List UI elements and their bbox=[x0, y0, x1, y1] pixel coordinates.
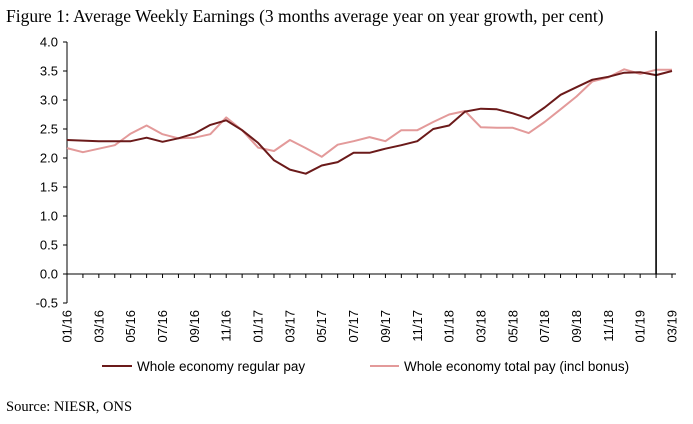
figure-title: Figure 1: Average Weekly Earnings (3 mon… bbox=[6, 6, 604, 26]
x-tick-label: 07/16 bbox=[155, 310, 170, 343]
x-tick-label: 01/18 bbox=[442, 310, 457, 343]
y-tick-label: 3.0 bbox=[40, 93, 58, 108]
y-tick-label: 4.0 bbox=[40, 35, 58, 50]
y-tick-label: 2.0 bbox=[40, 151, 58, 166]
x-tick-label: 01/16 bbox=[60, 310, 75, 343]
chart-series bbox=[66, 68, 673, 175]
x-tick-label: 09/16 bbox=[187, 310, 202, 343]
x-tick-label: 11/18 bbox=[601, 310, 616, 342]
y-axis-ticks: 4.0 3.5 3.0 2.5 2.0 1.5 1.0 0.5 0.0 -0.5 bbox=[36, 35, 67, 311]
x-tick-label: 09/18 bbox=[569, 310, 584, 343]
x-tick-label: 03/19 bbox=[665, 310, 680, 343]
y-tick-label: 2.5 bbox=[40, 122, 58, 137]
y-tick-label: 0.0 bbox=[40, 267, 58, 282]
x-tick-label: 05/17 bbox=[314, 310, 329, 343]
series-line-regular-pay bbox=[66, 70, 673, 175]
x-tick-label: 05/16 bbox=[123, 310, 138, 343]
x-tick-label: 07/18 bbox=[537, 310, 552, 343]
y-tick-label: 1.0 bbox=[40, 209, 58, 224]
x-tick-label: 03/16 bbox=[91, 310, 106, 343]
x-tick-label: 03/17 bbox=[282, 310, 297, 343]
y-tick-label: -0.5 bbox=[36, 296, 58, 311]
figure-source: Source: NIESR, ONS bbox=[6, 399, 133, 415]
chart-axes bbox=[66, 42, 676, 303]
legend-label-total-pay: Whole economy total pay (incl bonus) bbox=[404, 359, 629, 374]
x-tick-label: 05/18 bbox=[505, 310, 520, 343]
legend: Whole economy regular pay Whole economy t… bbox=[102, 359, 629, 374]
y-tick-label: 1.5 bbox=[40, 180, 58, 195]
series-line-total-pay bbox=[66, 68, 672, 158]
x-tick-label: 11/17 bbox=[410, 310, 425, 342]
x-axis-ticks: 01/16 03/16 05/16 07/16 09/16 11/16 01/17 03/17… bbox=[60, 274, 680, 343]
y-tick-label: 3.5 bbox=[40, 64, 58, 79]
legend-label-regular-pay: Whole economy regular pay bbox=[137, 359, 305, 374]
y-tick-label: 0.5 bbox=[40, 238, 58, 253]
x-tick-label: 11/16 bbox=[219, 310, 234, 342]
x-tick-label: 01/17 bbox=[251, 310, 266, 343]
x-tick-label: 03/18 bbox=[473, 310, 488, 343]
x-tick-label: 09/17 bbox=[378, 310, 393, 343]
x-tick-label: 07/17 bbox=[346, 310, 361, 343]
x-tick-label: 01/19 bbox=[633, 310, 648, 343]
